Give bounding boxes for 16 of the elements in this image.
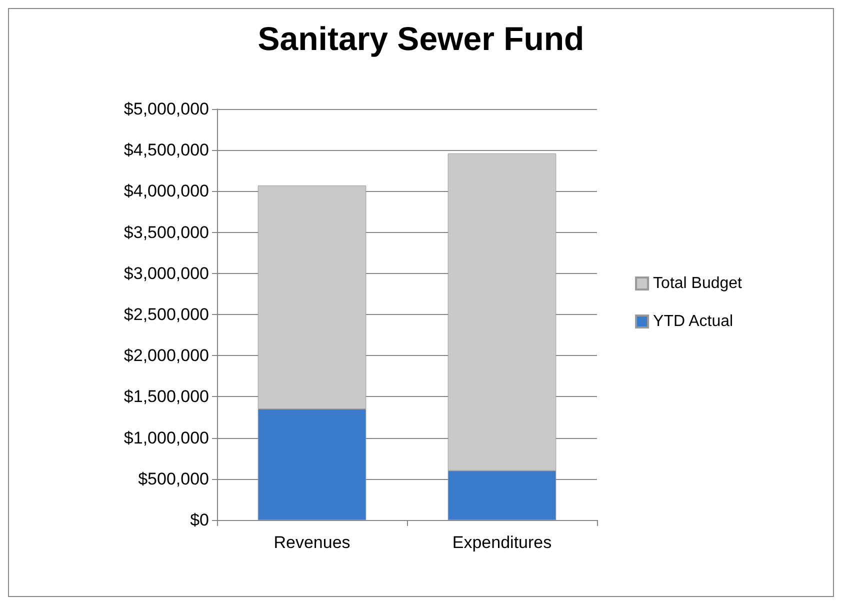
y-tick-label: $0 bbox=[190, 510, 209, 530]
x-tick-label: Expenditures bbox=[452, 533, 552, 552]
y-tick-label: $4,000,000 bbox=[124, 182, 209, 201]
y-tick-label: $3,000,000 bbox=[124, 264, 209, 283]
y-tick-label: $2,000,000 bbox=[124, 346, 209, 366]
y-tick-label: $4,500,000 bbox=[124, 140, 209, 160]
y-tick-label: $5,000,000 bbox=[124, 100, 209, 118]
chart-title: Sanitary Sewer Fund bbox=[258, 20, 584, 57]
y-tick-label: $500,000 bbox=[138, 469, 209, 488]
y-tick-label: $1,000,000 bbox=[124, 428, 209, 448]
legend-label: YTD Actual bbox=[653, 313, 734, 330]
y-tick-label: $1,500,000 bbox=[124, 387, 209, 406]
legend-label: Total Budget bbox=[653, 275, 743, 292]
y-tick-label: $2,500,000 bbox=[124, 305, 209, 324]
x-tick-label: Revenues bbox=[274, 533, 350, 552]
y-tick-label: $3,500,000 bbox=[124, 222, 209, 242]
